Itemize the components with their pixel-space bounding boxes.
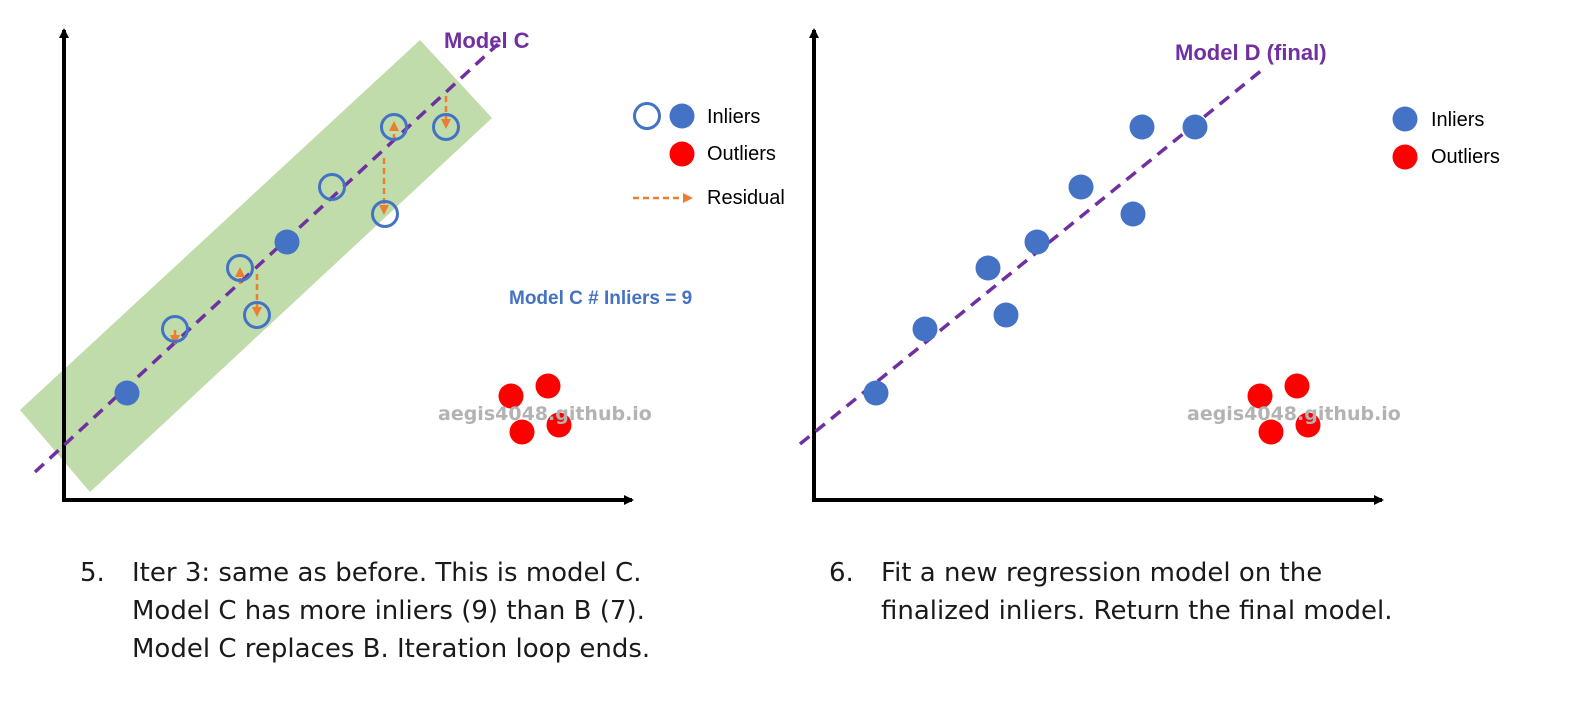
inlier-point [975,255,1001,281]
caption-number: 5. [80,558,105,588]
model-c-label: Model C [444,28,530,53]
legend-open-inlier-marker [633,102,661,130]
caption-text: Iter 3: same as before. This is model C.… [132,554,772,668]
legend-inliers-label: Inliers [707,106,760,128]
model-c-line [33,42,500,474]
caption-line: Fit a new regression model on the [881,558,1323,588]
model-d-label: Model D (final) [1175,40,1327,65]
outlier-point [1295,412,1321,438]
candidate-inlier-point [318,173,346,201]
inlier-point [863,380,889,406]
caption-line: Iter 3: same as before. This is model C. [132,558,642,588]
caption-number: 6. [829,558,854,588]
inlier-point [1120,201,1146,227]
legend: Inliers Outliers [1392,106,1500,170]
legend-inliers-label: Inliers [1431,109,1484,131]
legend-inlier-marker [669,103,695,129]
caption-line: finalized inliers. Return the final mode… [881,596,1393,626]
inlier-point [1182,114,1208,140]
candidate-inlier-point [161,315,189,343]
outlier-point [546,412,572,438]
outlier-point [1284,373,1310,399]
candidate-inlier-point [243,301,271,329]
panel-model-c: Model C aegis4048.github.io [20,28,785,505]
outlier-point [509,419,535,445]
axes [59,28,634,505]
inlier-point [1068,174,1094,200]
candidate-inlier-point [371,200,399,228]
watermark: aegis4048.github.io [1187,403,1401,425]
legend-outliers-label: Outliers [707,143,776,165]
inlier-point [912,316,938,342]
model-c-points [114,113,572,445]
inlier-point [1129,114,1155,140]
legend-outlier-marker [669,141,695,167]
legend-inlier-marker [1392,106,1418,132]
candidate-inlier-point [380,113,408,141]
inlier-count-label: Model C # Inliers = 9 [509,288,692,309]
axes [809,28,1384,505]
sampled-inlier-point [274,229,300,255]
caption-line: Model C replaces B. Iteration loop ends. [132,634,651,664]
model-d-points [863,114,1321,445]
panel-model-d: Model D (final) aegis4048.github.io Inli… [798,28,1500,505]
outlier-point [535,373,561,399]
outlier-point [498,383,524,409]
legend-residual-label: Residual [707,187,785,209]
watermark: aegis4048.github.io [438,403,652,425]
outlier-point [1247,383,1273,409]
caption-text: Fit a new regression model on the finali… [881,554,1521,630]
candidate-inlier-point [226,254,254,282]
legend-outliers-label: Outliers [1431,146,1500,168]
caption-line: Model C has more inliers (9) than B (7). [132,596,645,626]
inlier-point [993,302,1019,328]
outlier-point [1258,419,1284,445]
sampled-inlier-point [114,380,140,406]
legend: Inliers Outliers Residual [633,102,785,209]
candidate-inlier-point [432,113,460,141]
inlier-point [1024,229,1050,255]
legend-outlier-marker [1392,144,1418,170]
